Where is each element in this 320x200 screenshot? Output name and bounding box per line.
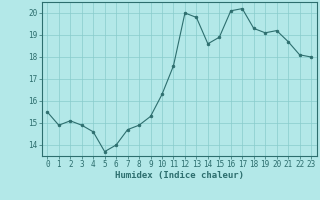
X-axis label: Humidex (Indice chaleur): Humidex (Indice chaleur) — [115, 171, 244, 180]
